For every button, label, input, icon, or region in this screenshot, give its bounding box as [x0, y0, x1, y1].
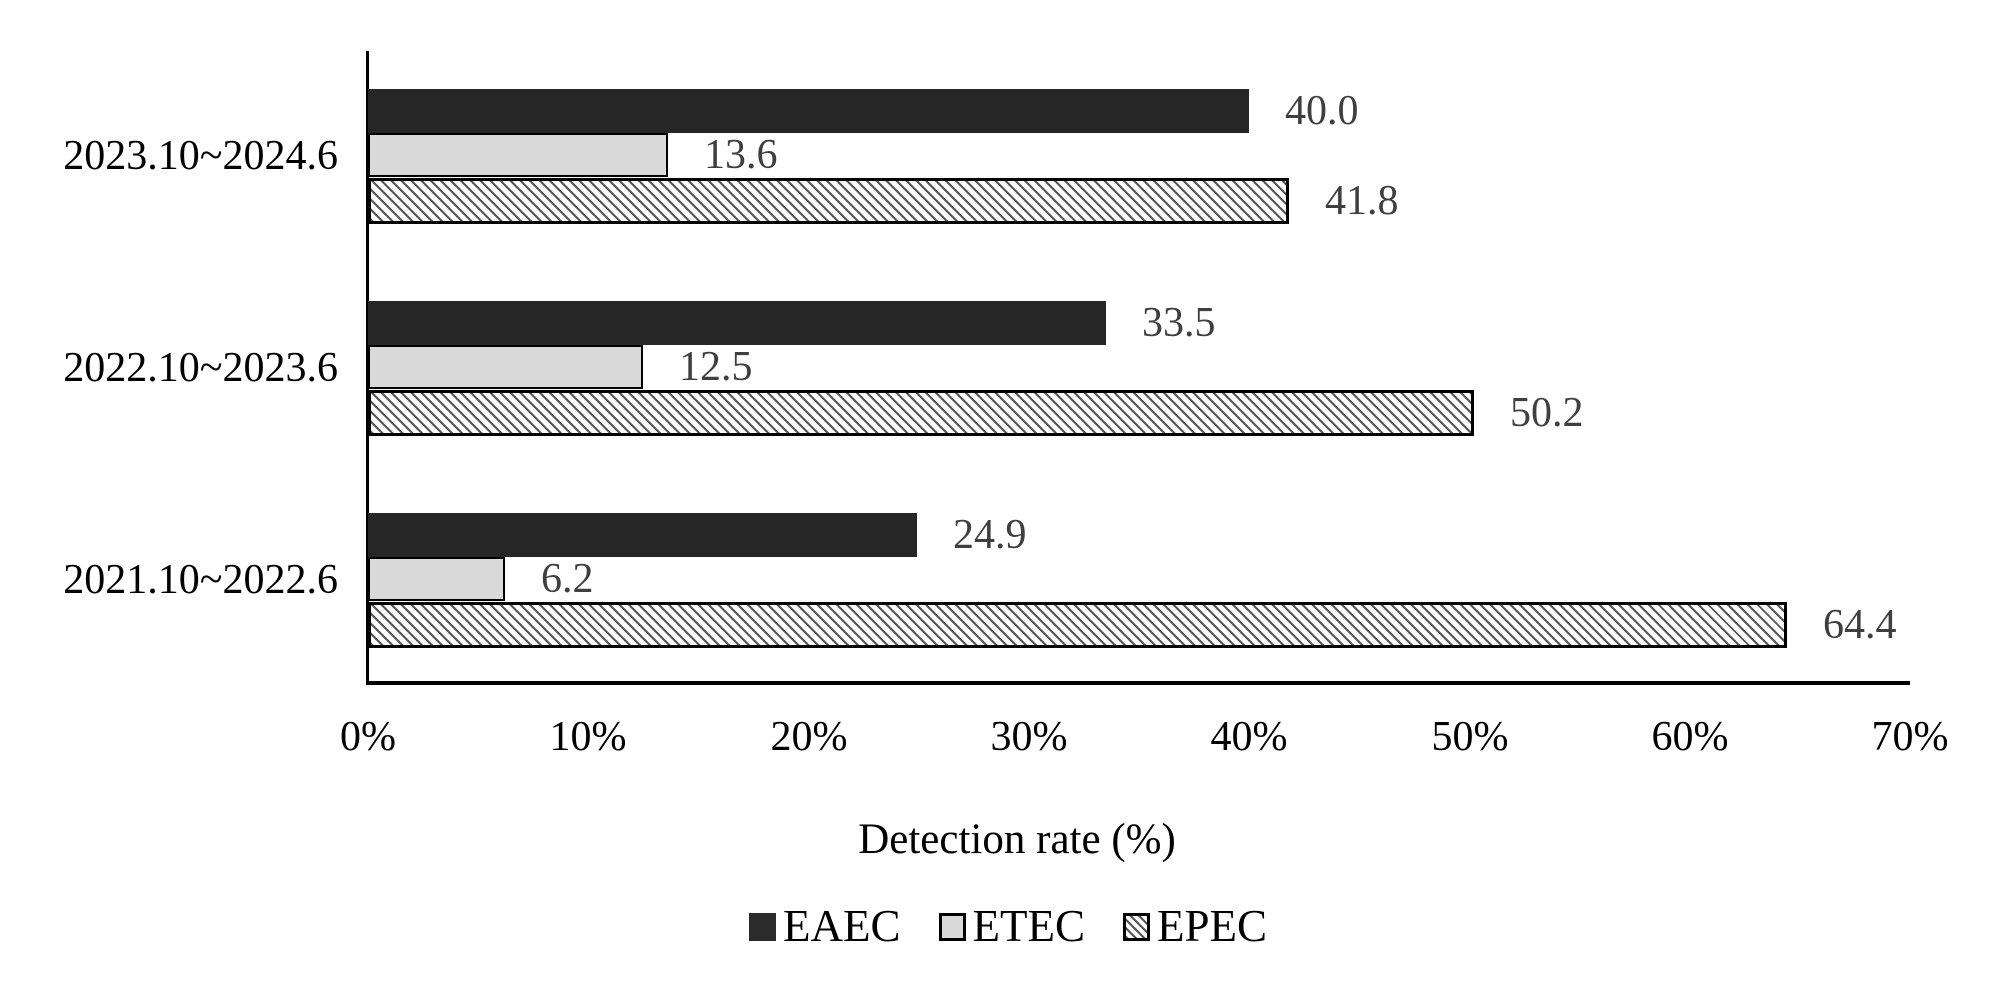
x-tick-label: 60%: [1651, 714, 1729, 760]
legend-item-eaec: EAEC: [748, 901, 901, 951]
value-label-etec: 12.5: [679, 344, 753, 390]
legend-label-etec: ETEC: [972, 901, 1085, 951]
bar-eaec: [368, 301, 1106, 345]
value-label-etec: 6.2: [541, 556, 594, 602]
legend-item-etec: ETEC: [938, 901, 1085, 951]
bar-etec: [368, 133, 668, 177]
legend-swatch-epec-icon: [1122, 912, 1150, 941]
x-axis-title: Detection rate (%): [858, 816, 1176, 863]
x-tick-label: 50%: [1431, 714, 1509, 760]
y-category-label: 2022.10~2023.6: [63, 344, 338, 391]
value-label-eaec: 40.0: [1285, 88, 1359, 134]
bar-eaec: [368, 513, 917, 557]
bar-epec: [368, 178, 1289, 224]
x-tick-label: 20%: [770, 714, 848, 760]
legend-label-eaec: EAEC: [782, 901, 901, 951]
value-label-epec: 50.2: [1510, 390, 1584, 436]
value-label-epec: 64.4: [1823, 602, 1897, 648]
value-label-epec: 41.8: [1325, 178, 1399, 224]
value-label-eaec: 24.9: [953, 512, 1027, 558]
bar-etec: [368, 557, 505, 601]
x-tick-label: 40%: [1210, 714, 1288, 760]
x-tick-label: 0%: [340, 714, 396, 760]
x-tick-label: 30%: [990, 714, 1068, 760]
legend-swatch-etec-icon: [938, 912, 966, 941]
x-tick-label: 70%: [1871, 714, 1949, 760]
legend-swatch-eaec-icon: [748, 912, 776, 941]
legend-item-epec: EPEC: [1122, 901, 1268, 951]
legend-label-epec: EPEC: [1156, 901, 1268, 951]
bar-etec: [368, 345, 643, 389]
value-label-etec: 13.6: [704, 132, 778, 178]
x-axis-line: [366, 681, 1910, 685]
bar-epec: [368, 390, 1474, 436]
x-tick-label: 10%: [549, 714, 627, 760]
y-category-label: 2023.10~2024.6: [63, 132, 338, 179]
legend: EAEC ETEC EPEC: [748, 901, 1268, 951]
bar-epec: [368, 602, 1787, 648]
y-axis-line: [366, 51, 369, 685]
bar-eaec: [368, 89, 1249, 133]
value-label-eaec: 33.5: [1142, 300, 1216, 346]
y-category-label: 2021.10~2022.6: [63, 556, 338, 603]
